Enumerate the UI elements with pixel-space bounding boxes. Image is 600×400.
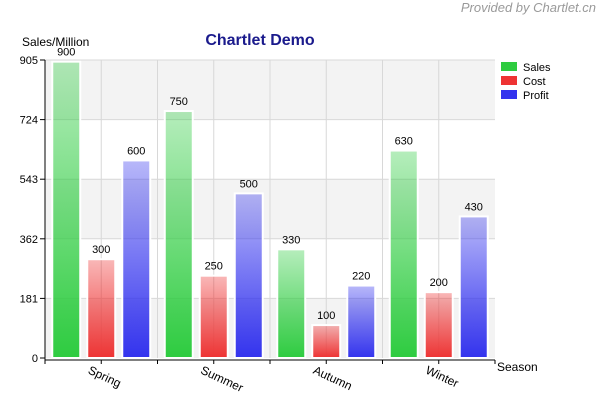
x-tick-label: Autumn bbox=[311, 363, 354, 393]
legend: Sales Cost Profit bbox=[501, 62, 551, 102]
x-tick-labels: Spring Summer Autumn Winter bbox=[44, 360, 496, 395]
legend-swatch-cost bbox=[501, 76, 517, 85]
data-labels: 900 300 600 750 250 500 330 100 220 630 200 430 bbox=[57, 47, 483, 322]
data-label: 630 bbox=[395, 136, 413, 148]
bar-sales-winter bbox=[388, 149, 419, 359]
bar-sales-autumn bbox=[276, 248, 307, 360]
data-label: 430 bbox=[465, 201, 483, 213]
data-label: 600 bbox=[127, 145, 145, 157]
data-label: 300 bbox=[92, 244, 110, 256]
bar-profit-autumn bbox=[346, 284, 377, 359]
y-tick-label: 543 bbox=[20, 174, 38, 186]
watermark: Provided by Chartlet.cn bbox=[460, 0, 596, 15]
legend-swatch-profit bbox=[501, 90, 517, 99]
y-tick-labels: 0 181 362 543 724 905 bbox=[20, 55, 45, 365]
bar-profit-spring bbox=[121, 159, 152, 359]
data-label: 100 bbox=[317, 310, 335, 322]
y-tick-label: 905 bbox=[20, 55, 38, 67]
data-label: 220 bbox=[352, 271, 370, 283]
y-tick-label: 181 bbox=[20, 293, 38, 305]
x-tick-label: Spring bbox=[86, 363, 123, 390]
data-label: 200 bbox=[430, 277, 448, 289]
x-axis-label: Season bbox=[497, 360, 538, 374]
data-label: 900 bbox=[57, 47, 75, 59]
bar-cost-winter bbox=[423, 291, 454, 359]
x-tick-label: Winter bbox=[423, 363, 460, 390]
y-tick-label: 362 bbox=[20, 234, 38, 246]
bar-profit-winter bbox=[458, 215, 489, 359]
legend-label-cost: Cost bbox=[523, 76, 546, 88]
bar-profit-summer bbox=[233, 192, 264, 359]
y-tick-label: 0 bbox=[32, 353, 38, 365]
bar-sales-summer bbox=[163, 110, 194, 359]
y-axis-label: Sales/Million bbox=[22, 35, 89, 49]
y-tick-label: 724 bbox=[20, 115, 38, 127]
data-label: 750 bbox=[170, 96, 188, 108]
bar-cost-summer bbox=[198, 274, 229, 360]
bar-sales-spring bbox=[51, 60, 82, 359]
bar-cost-autumn bbox=[311, 324, 342, 360]
data-label: 330 bbox=[282, 234, 300, 246]
data-label: 500 bbox=[240, 178, 258, 190]
bars bbox=[51, 60, 489, 360]
data-label: 250 bbox=[205, 261, 223, 273]
legend-swatch-sales bbox=[501, 62, 517, 71]
bar-cost-spring bbox=[86, 258, 117, 360]
legend-label-profit: Profit bbox=[523, 90, 549, 102]
legend-label-sales: Sales bbox=[523, 62, 551, 74]
chart-title: Chartlet Demo bbox=[205, 32, 315, 49]
x-tick-label: Summer bbox=[198, 363, 245, 395]
